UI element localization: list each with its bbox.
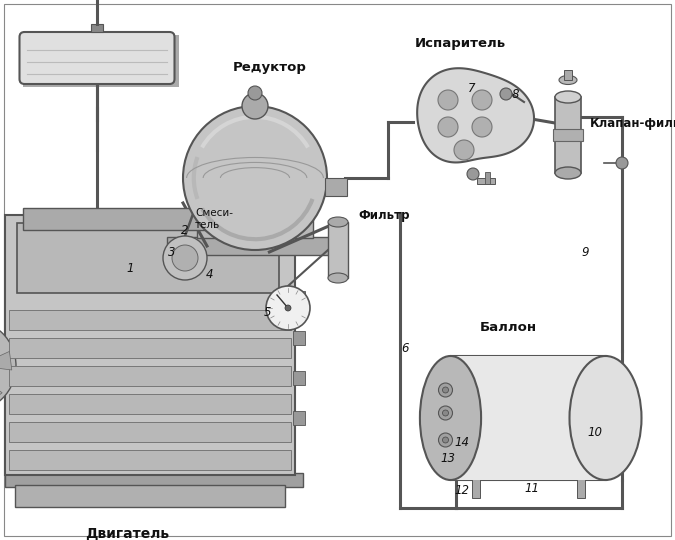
Circle shape xyxy=(443,437,448,443)
Bar xyxy=(9,450,291,470)
Bar xyxy=(564,70,572,80)
Circle shape xyxy=(472,117,492,137)
Text: 13: 13 xyxy=(441,451,456,464)
Circle shape xyxy=(0,320,16,412)
Ellipse shape xyxy=(559,76,577,84)
Circle shape xyxy=(467,168,479,180)
Ellipse shape xyxy=(420,356,481,480)
Bar xyxy=(485,172,490,184)
Bar xyxy=(197,190,313,238)
Text: Двигатель: Двигатель xyxy=(85,527,169,540)
Bar xyxy=(450,402,605,418)
Text: 9: 9 xyxy=(581,246,589,259)
Circle shape xyxy=(266,286,310,330)
Bar xyxy=(9,310,291,330)
Circle shape xyxy=(443,410,448,416)
Circle shape xyxy=(454,140,474,160)
Bar xyxy=(450,418,605,434)
Circle shape xyxy=(285,305,291,311)
Text: 14: 14 xyxy=(454,435,470,449)
Bar xyxy=(293,291,305,305)
Text: 6: 6 xyxy=(401,341,409,354)
Bar xyxy=(23,208,271,230)
Text: Испаритель: Испаритель xyxy=(414,37,506,50)
Ellipse shape xyxy=(555,167,581,179)
Text: Смеси-
тель: Смеси- тель xyxy=(195,208,233,230)
Ellipse shape xyxy=(328,217,348,227)
Bar xyxy=(9,422,291,442)
Bar xyxy=(9,366,291,386)
Circle shape xyxy=(443,387,448,393)
Bar xyxy=(450,449,605,464)
Text: Редуктор: Редуктор xyxy=(233,61,307,74)
Bar xyxy=(450,434,605,449)
Bar xyxy=(576,478,585,498)
Bar xyxy=(17,223,279,293)
Circle shape xyxy=(439,406,452,420)
Circle shape xyxy=(616,157,628,169)
Bar xyxy=(555,97,581,173)
Bar xyxy=(450,356,605,480)
Bar xyxy=(553,129,583,141)
Bar xyxy=(293,371,305,385)
Text: 3: 3 xyxy=(168,246,176,259)
Bar xyxy=(24,35,178,87)
Text: Баллон: Баллон xyxy=(479,321,537,334)
Circle shape xyxy=(438,90,458,110)
Bar xyxy=(91,24,103,32)
Bar xyxy=(450,356,605,372)
Text: Фильтр: Фильтр xyxy=(358,208,410,221)
Text: 2: 2 xyxy=(182,224,189,237)
Bar xyxy=(15,485,285,507)
Polygon shape xyxy=(417,68,534,163)
Bar xyxy=(325,178,347,196)
Circle shape xyxy=(183,106,327,250)
Ellipse shape xyxy=(570,356,641,480)
Bar xyxy=(450,464,605,480)
Circle shape xyxy=(438,117,458,137)
Text: Клапан-фильтр: Клапан-фильтр xyxy=(590,117,675,130)
Circle shape xyxy=(172,245,198,271)
Bar xyxy=(477,178,495,184)
Circle shape xyxy=(500,88,512,100)
Circle shape xyxy=(163,236,207,280)
Text: 10: 10 xyxy=(587,426,603,438)
Text: 12: 12 xyxy=(454,483,470,496)
Bar xyxy=(328,222,348,278)
Polygon shape xyxy=(0,352,11,370)
Ellipse shape xyxy=(555,91,581,103)
Circle shape xyxy=(472,90,492,110)
Text: 7: 7 xyxy=(468,82,476,94)
Bar xyxy=(293,331,305,345)
Bar xyxy=(5,473,303,487)
Circle shape xyxy=(248,86,262,100)
Text: 4: 4 xyxy=(207,268,214,281)
Bar xyxy=(450,372,605,387)
Bar xyxy=(9,338,291,358)
Circle shape xyxy=(439,433,452,447)
Bar xyxy=(167,237,343,255)
Text: 8: 8 xyxy=(511,89,519,102)
Bar xyxy=(9,394,291,414)
FancyBboxPatch shape xyxy=(20,32,175,84)
Bar xyxy=(293,411,305,425)
Text: 1: 1 xyxy=(126,261,134,274)
Bar xyxy=(5,215,295,475)
Ellipse shape xyxy=(328,273,348,283)
Bar xyxy=(450,387,605,402)
Polygon shape xyxy=(0,373,2,404)
Circle shape xyxy=(242,93,268,119)
Text: 11: 11 xyxy=(524,482,539,495)
Circle shape xyxy=(439,383,452,397)
Bar xyxy=(472,478,479,498)
Text: 5: 5 xyxy=(264,306,272,319)
